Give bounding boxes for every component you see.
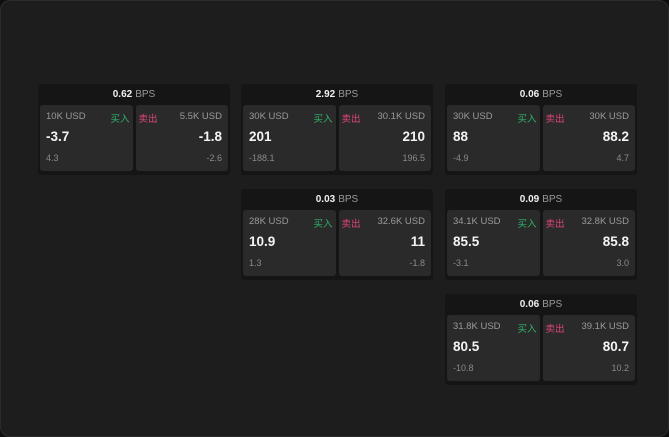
- buy-button[interactable]: 30K USD 买入 88 -4.9: [447, 105, 540, 171]
- ask-change: 196.5: [402, 153, 425, 163]
- spread-unit: BPS: [338, 89, 359, 100]
- sell-label: 卖出: [545, 324, 565, 335]
- ask-price: -1.8: [198, 129, 222, 144]
- price-widget: 2.92 BPS 30K USD 买入 201 -188.1 30.1K USD …: [241, 84, 433, 175]
- spread-value: 0.06: [519, 299, 540, 310]
- buy-label: 买入: [313, 114, 333, 125]
- spread-header: 0.62 BPS: [38, 84, 230, 105]
- buy-button[interactable]: 34.1K USD 买入 85.5 -3.1: [447, 210, 540, 276]
- price-widget: 0.03 BPS 28K USD 买入 10.9 1.3 32.6K USD 卖出…: [241, 189, 433, 280]
- bid-change: 4.3: [46, 153, 59, 163]
- ask-change: -2.6: [206, 153, 222, 163]
- sell-button[interactable]: 39.1K USD 卖出 80.7 10.2: [542, 315, 635, 381]
- bid-price: 80.5: [453, 339, 480, 354]
- bid-size: 34.1K USD: [453, 216, 501, 227]
- sell-label: 卖出: [341, 114, 361, 125]
- spread-value: 0.06: [519, 89, 540, 100]
- buy-label: 买入: [313, 219, 333, 230]
- spread-value: 0.09: [519, 194, 540, 205]
- bid-size: 10K USD: [46, 111, 86, 122]
- spread-header: 0.06 BPS: [445, 84, 637, 105]
- ask-price: 85.8: [602, 234, 629, 249]
- spread-header: 2.92 BPS: [241, 84, 433, 105]
- sell-button[interactable]: 32.8K USD 卖出 85.8 3.0: [542, 210, 635, 276]
- bid-price: 10.9: [249, 234, 276, 249]
- buy-label: 买入: [517, 114, 537, 125]
- spread-header: 0.03 BPS: [241, 189, 433, 210]
- price-widget: 0.06 BPS 30K USD 买入 88 -4.9 30K USD 卖出 88…: [445, 84, 637, 175]
- bid-change: 1.3: [249, 258, 262, 268]
- buy-label: 买入: [517, 324, 537, 335]
- ask-change: 3.0: [616, 258, 629, 268]
- price-widget: 0.09 BPS 34.1K USD 买入 85.5 -3.1 32.8K USD…: [445, 189, 637, 280]
- sell-label: 卖出: [138, 114, 158, 125]
- bid-change: -188.1: [249, 153, 275, 163]
- ask-price: 210: [402, 129, 425, 144]
- bid-size: 28K USD: [249, 216, 289, 227]
- sell-button[interactable]: 5.5K USD 卖出 -1.8 -2.6: [135, 105, 228, 171]
- spread-unit: BPS: [542, 89, 563, 100]
- bid-change: -3.1: [453, 258, 469, 268]
- ask-size: 32.8K USD: [581, 216, 629, 227]
- bid-price: 85.5: [453, 234, 480, 249]
- buy-button[interactable]: 28K USD 买入 10.9 1.3: [243, 210, 336, 276]
- spread-unit: BPS: [135, 89, 156, 100]
- ask-price: 88.2: [602, 129, 629, 144]
- spread-header: 0.06 BPS: [445, 294, 637, 315]
- bid-size: 31.8K USD: [453, 321, 501, 332]
- bid-price: 201: [249, 129, 272, 144]
- sell-label: 卖出: [545, 219, 565, 230]
- spread-unit: BPS: [338, 194, 359, 205]
- ask-size: 39.1K USD: [581, 321, 629, 332]
- price-widget: 0.62 BPS 10K USD 买入 -3.7 4.3 5.5K USD 卖出 …: [38, 84, 230, 175]
- ask-price: 80.7: [602, 339, 629, 354]
- price-widget: 0.06 BPS 31.8K USD 买入 80.5 -10.8 39.1K US…: [445, 294, 637, 385]
- bid-price: 88: [453, 129, 469, 144]
- bid-change: -10.8: [453, 363, 474, 373]
- ask-change: -1.8: [409, 258, 425, 268]
- bid-size: 30K USD: [249, 111, 289, 122]
- bid-price: -3.7: [46, 129, 70, 144]
- bid-size: 30K USD: [453, 111, 493, 122]
- buy-button[interactable]: 30K USD 买入 201 -188.1: [243, 105, 336, 171]
- spread-unit: BPS: [542, 194, 563, 205]
- bid-change: -4.9: [453, 153, 469, 163]
- ask-change: 4.7: [616, 153, 629, 163]
- sell-button[interactable]: 32.6K USD 卖出 11 -1.8: [338, 210, 431, 276]
- sell-button[interactable]: 30K USD 卖出 88.2 4.7: [542, 105, 635, 171]
- spread-unit: BPS: [542, 299, 563, 310]
- spread-value: 0.62: [112, 89, 133, 100]
- buy-button[interactable]: 31.8K USD 买入 80.5 -10.8: [447, 315, 540, 381]
- buy-button[interactable]: 10K USD 买入 -3.7 4.3: [40, 105, 133, 171]
- ask-change: 10.2: [611, 363, 629, 373]
- spread-header: 0.09 BPS: [445, 189, 637, 210]
- sell-label: 卖出: [545, 114, 565, 125]
- spread-value: 2.92: [315, 89, 336, 100]
- spread-value: 0.03: [315, 194, 336, 205]
- buy-label: 买入: [110, 114, 130, 125]
- buy-label: 买入: [517, 219, 537, 230]
- ask-size: 5.5K USD: [179, 111, 222, 122]
- ask-size: 30K USD: [589, 111, 629, 122]
- ask-price: 11: [410, 234, 425, 249]
- sell-label: 卖出: [341, 219, 361, 230]
- ask-size: 30.1K USD: [377, 111, 425, 122]
- ask-size: 32.6K USD: [377, 216, 425, 227]
- sell-button[interactable]: 30.1K USD 卖出 210 196.5: [338, 105, 431, 171]
